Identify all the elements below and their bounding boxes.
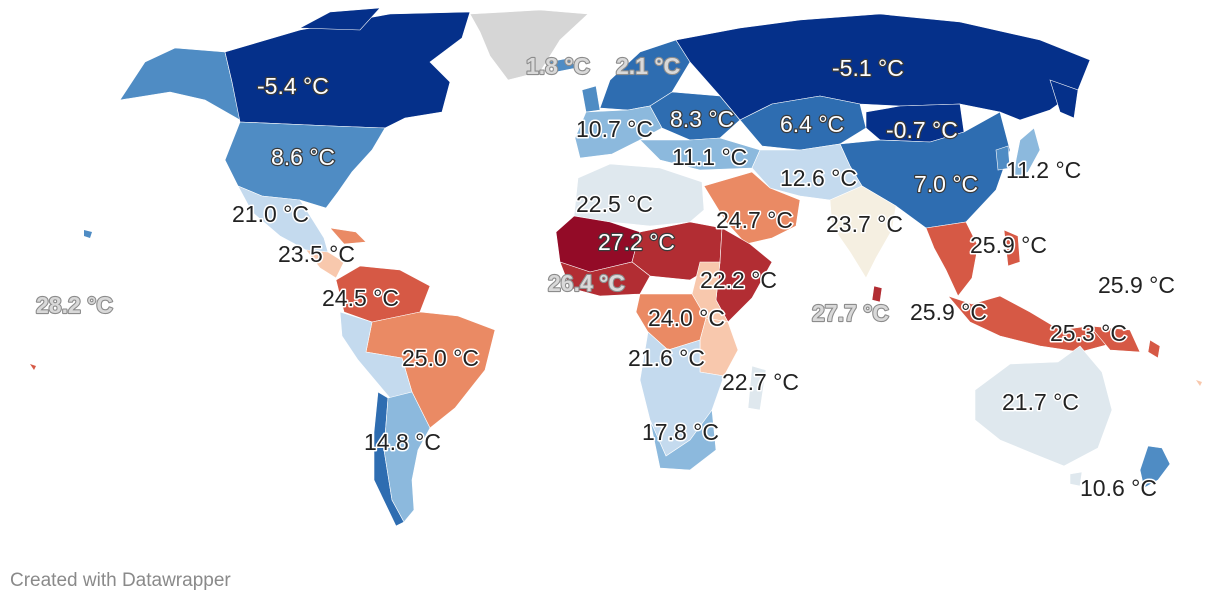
region-greenland[interactable] bbox=[469, 9, 589, 81]
region-tasmania[interactable] bbox=[1069, 471, 1083, 487]
value-label-libya: 22.5 °C bbox=[576, 191, 653, 217]
region-venezuela-colombia[interactable] bbox=[335, 265, 431, 323]
value-label-venezuela: 24.5 °C bbox=[322, 285, 399, 311]
region-uk[interactable] bbox=[581, 85, 601, 113]
value-label-papua: 25.3 °C bbox=[1050, 320, 1127, 346]
region-arabia[interactable] bbox=[703, 171, 801, 245]
value-label-mongolia: -0.7 °C bbox=[886, 117, 958, 143]
region-philippines[interactable] bbox=[1003, 229, 1021, 267]
value-label-south-africa: 17.8 °C bbox=[642, 419, 719, 445]
value-label-sahel: 27.2 °C bbox=[598, 229, 675, 255]
value-label-norway: 2.1 °C bbox=[616, 53, 680, 79]
region-southeast-asia[interactable] bbox=[925, 221, 979, 297]
value-label-argentina: 14.8 °C bbox=[364, 429, 441, 455]
value-label-southeast-asia: 25.9 °C bbox=[970, 232, 1047, 258]
value-label-mexico: 21.0 °C bbox=[232, 201, 309, 227]
value-label-kazakhstan: 6.4 °C bbox=[780, 111, 844, 137]
value-label-west-africa: 26.4 °C bbox=[548, 270, 625, 296]
region-india[interactable] bbox=[829, 185, 897, 279]
region-korea[interactable] bbox=[995, 145, 1011, 171]
value-label-iran: 12.6 °C bbox=[780, 165, 857, 191]
region-iran-central-asia[interactable] bbox=[751, 143, 863, 201]
value-label-brazil: 25.0 °C bbox=[402, 345, 479, 371]
region-west-africa-coast[interactable] bbox=[559, 261, 651, 297]
region-new-zealand[interactable] bbox=[1139, 445, 1171, 489]
value-label-southern-africa: 21.6 °C bbox=[628, 345, 705, 371]
value-label-balkans: 11.1 °C bbox=[672, 144, 747, 170]
value-label-central-america: 23.5 °C bbox=[278, 241, 355, 267]
region-fiji[interactable] bbox=[1196, 380, 1202, 386]
value-label-micronesia: 25.9 °C bbox=[1098, 272, 1175, 298]
region-pacific-islands[interactable] bbox=[1147, 339, 1161, 359]
value-label-eastern-europe: 8.3 °C bbox=[670, 106, 734, 132]
region-alaska[interactable] bbox=[119, 47, 241, 121]
region-canada-arctic[interactable] bbox=[298, 7, 381, 31]
region-hawaii[interactable] bbox=[84, 230, 92, 238]
value-label-russia: -5.1 °C bbox=[832, 55, 904, 81]
value-label-madagascar: 22.7 °C bbox=[722, 369, 799, 395]
value-label-greenland: 1.8 °C bbox=[526, 53, 590, 79]
world-temperature-map: -5.4 °C 1.8 °C 2.1 °C -5.1 °C 10.7 °C 8.3 °C 6… bbox=[30, 7, 1202, 527]
region-mexico[interactable] bbox=[237, 185, 329, 253]
value-label-france: 10.7 °C bbox=[576, 116, 653, 142]
region-polynesia-dots[interactable] bbox=[30, 364, 36, 370]
region-australia[interactable] bbox=[974, 345, 1113, 467]
value-label-australia: 21.7 °C bbox=[1002, 389, 1079, 415]
region-central-america[interactable] bbox=[305, 249, 345, 279]
credit-text: Created with Datawrapper bbox=[10, 570, 231, 591]
region-japan[interactable] bbox=[1013, 127, 1041, 179]
region-iceland[interactable] bbox=[547, 57, 577, 73]
region-eastern-europe[interactable] bbox=[649, 91, 741, 141]
value-label-ethiopia: 22.2 °C bbox=[700, 267, 777, 293]
value-label-maldives: 27.7 °C bbox=[812, 300, 889, 326]
value-label-japan: 11.2 °C bbox=[1006, 157, 1081, 183]
value-label-china: 7.0 °C bbox=[914, 171, 978, 197]
value-label-canada: -5.4 °C bbox=[257, 73, 329, 99]
region-sri-lanka[interactable] bbox=[871, 285, 883, 303]
value-labels: -5.4 °C 1.8 °C 2.1 °C -5.1 °C 10.7 °C 8.3 °C 6… bbox=[35, 52, 1177, 503]
value-label-congo: 24.0 °C bbox=[648, 305, 725, 331]
value-label-new-zealand: 10.6 °C bbox=[1080, 475, 1157, 501]
value-label-usa: 8.6 °C bbox=[271, 144, 335, 170]
region-papua[interactable] bbox=[1089, 325, 1141, 353]
value-label-polynesia: 28.2 °C bbox=[36, 292, 113, 318]
value-label-saudi-arabia: 24.7 °C bbox=[716, 207, 793, 233]
region-kamchatka[interactable] bbox=[1049, 79, 1079, 119]
region-caribbean[interactable] bbox=[329, 227, 367, 245]
region-south-africa[interactable] bbox=[649, 409, 717, 471]
value-label-malaysia: 25.9 °C bbox=[910, 299, 987, 325]
region-madagascar[interactable] bbox=[747, 365, 767, 411]
value-label-india: 23.7 °C bbox=[826, 211, 903, 237]
region-usa[interactable] bbox=[224, 121, 386, 209]
region-argentina[interactable] bbox=[383, 391, 431, 523]
